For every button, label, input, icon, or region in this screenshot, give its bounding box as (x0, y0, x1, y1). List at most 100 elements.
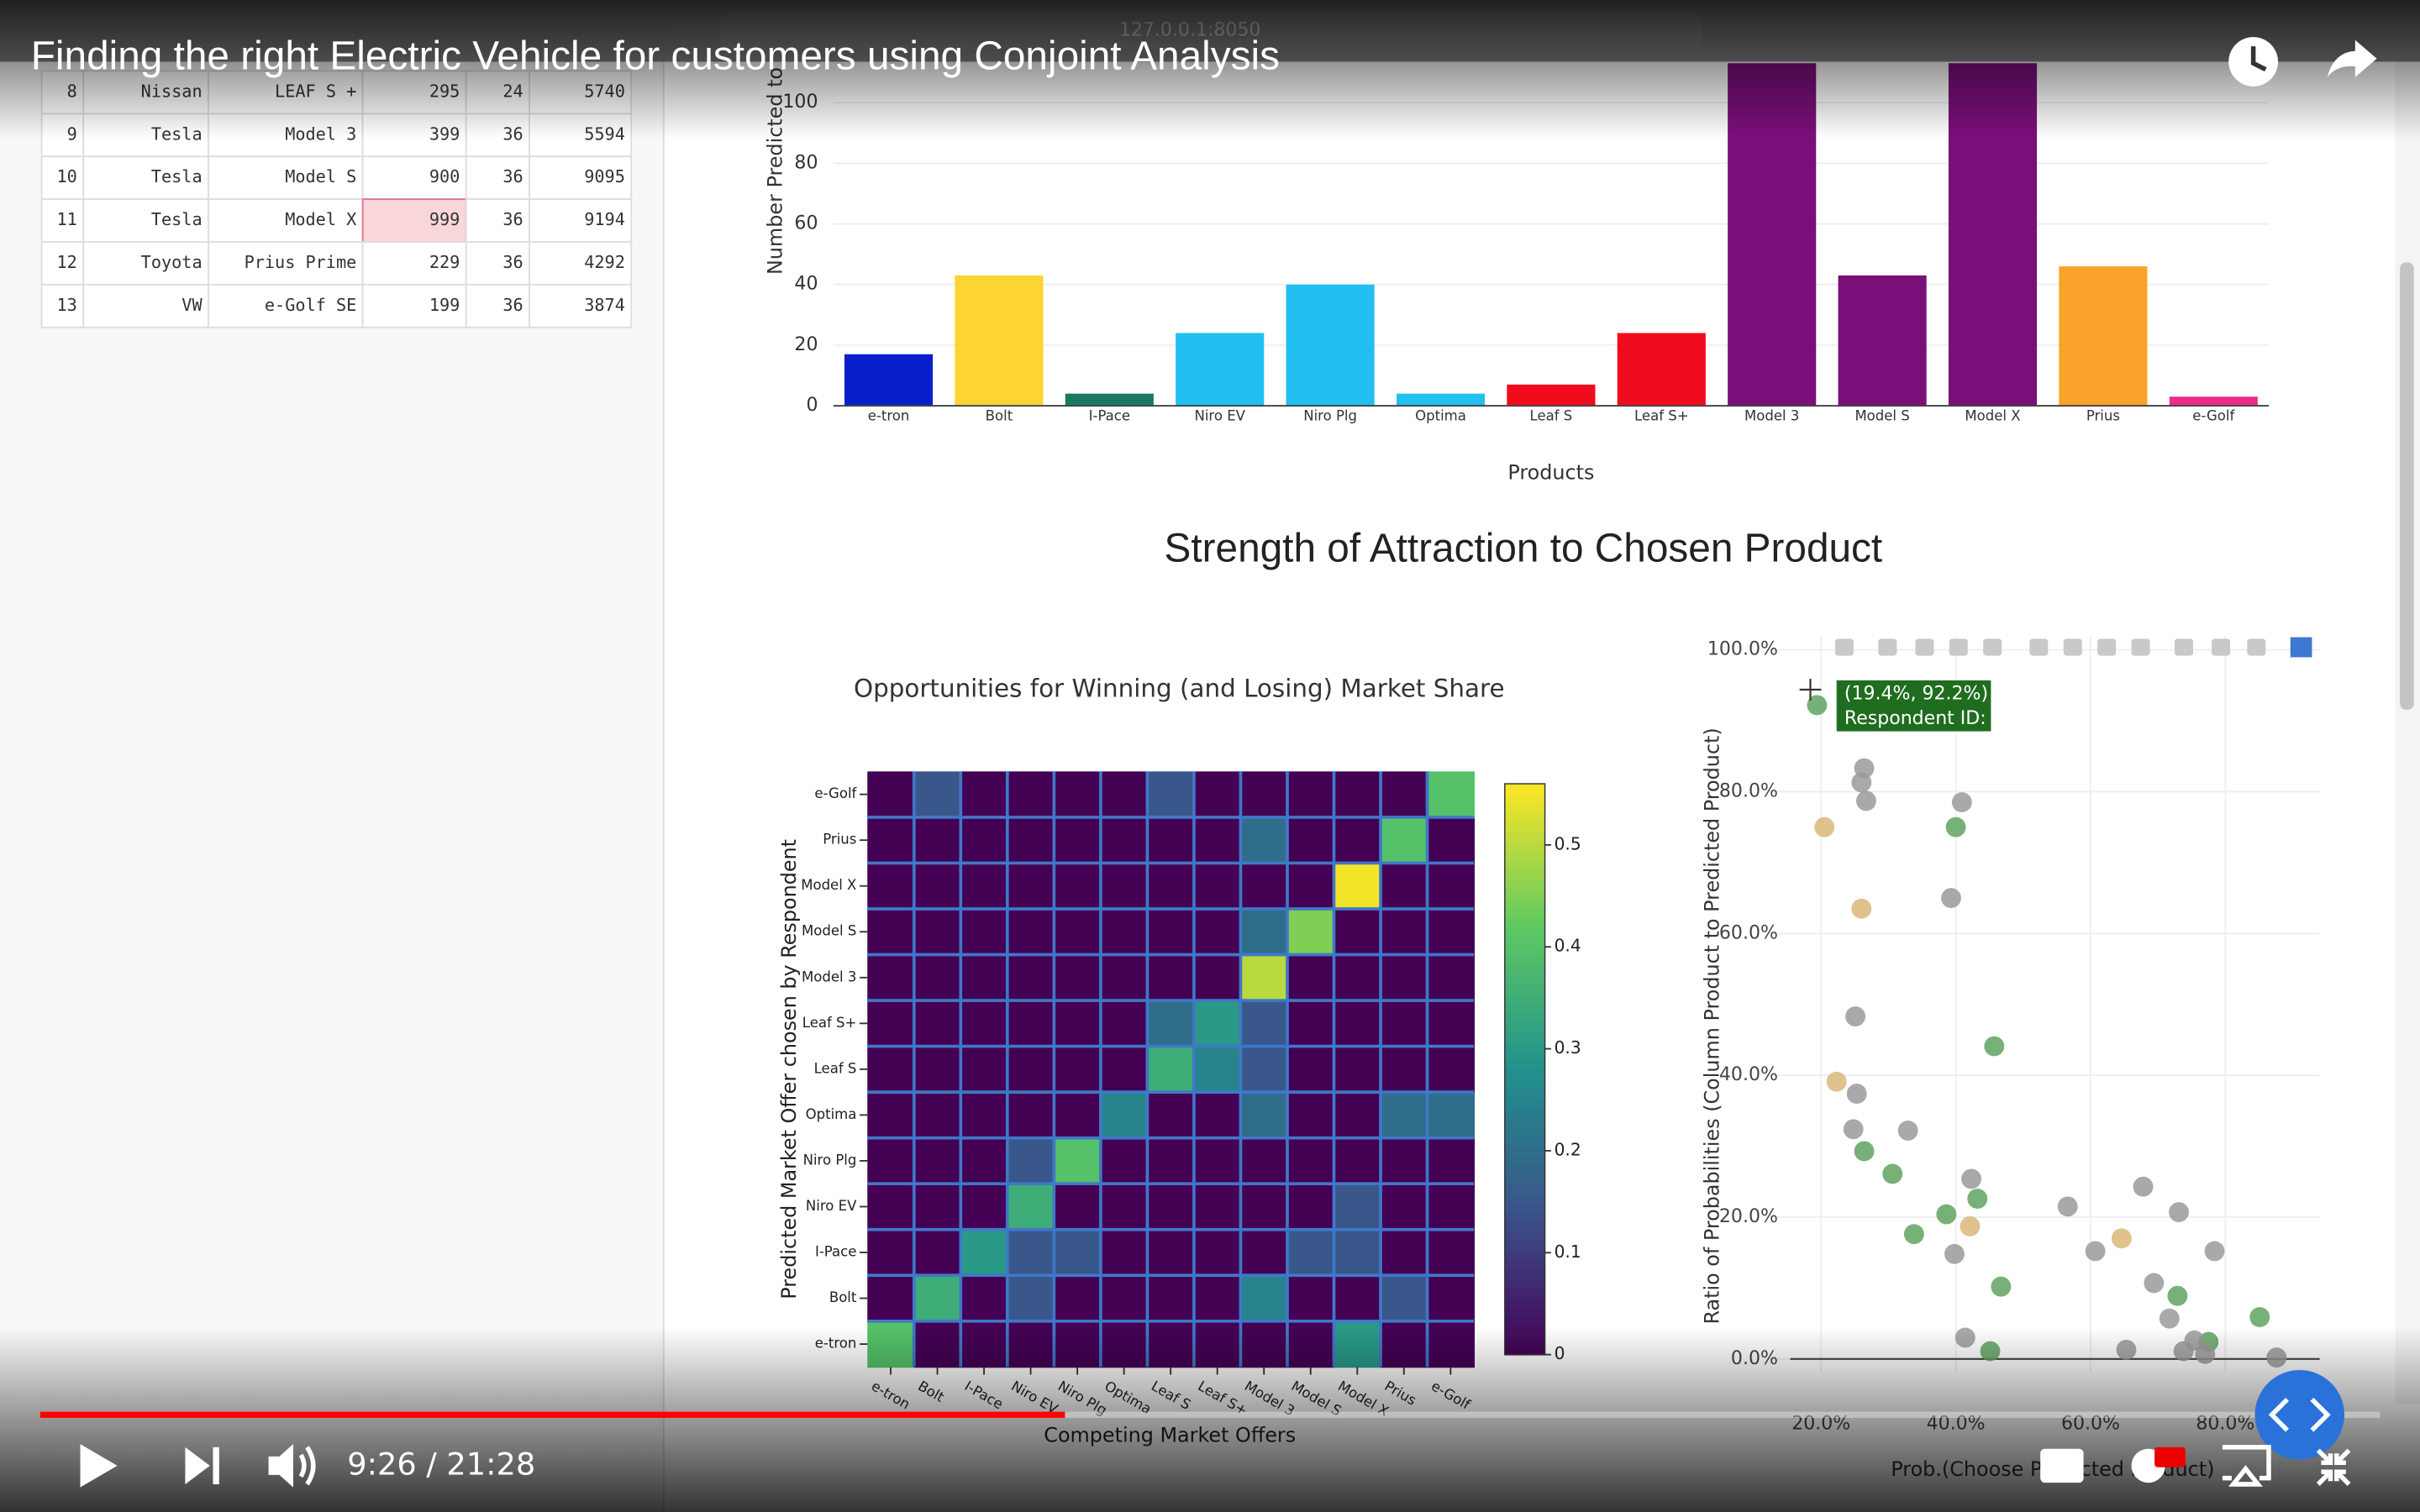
x-tick-label: I-Pace (1089, 407, 1130, 423)
table-cell (82, 283, 209, 328)
y-tick-label: 0 (806, 395, 818, 416)
heatmap-cell (1100, 771, 1149, 818)
scatter-point (1936, 1204, 1957, 1225)
modebar-button[interactable] (2174, 638, 2193, 656)
heatmap-cell (1240, 1046, 1288, 1094)
heatmap-cell (913, 1137, 962, 1185)
heatmap-cell (867, 908, 915, 956)
colorbar-band (1504, 1278, 1545, 1289)
bar (1286, 284, 1375, 407)
share-button[interactable] (2327, 39, 2377, 77)
scatter-point (1882, 1163, 1903, 1184)
heatmap-cell (1007, 816, 1055, 864)
scatter-point (1944, 1243, 1965, 1264)
modebar-button[interactable] (1915, 638, 1934, 656)
heatmap-cell (960, 863, 1008, 910)
heatmap-cell (1007, 1000, 1055, 1047)
heatmap-cell (1240, 1184, 1288, 1231)
heatmap-cell (1147, 863, 1195, 910)
next-button[interactable] (185, 1446, 219, 1484)
heatmap-cell (1100, 1229, 1149, 1277)
modebar-button[interactable] (2131, 638, 2150, 656)
heatmap-cell (1334, 1092, 1381, 1139)
y-tick-label: 60 (794, 213, 818, 234)
scatter-point (1967, 1189, 1988, 1209)
heatmap-cell (1381, 954, 1428, 1001)
y-tick-label: I-Pace (815, 1244, 856, 1260)
heatmap-cell (1054, 816, 1102, 864)
table-cell (40, 155, 85, 201)
modebar-button[interactable] (2247, 638, 2266, 656)
heatmap-cell (913, 1275, 962, 1322)
heatmap-cell (1381, 863, 1428, 910)
video-title[interactable]: Finding the right Electric Vehicle for c… (31, 34, 1280, 78)
airplay-button[interactable] (2222, 1445, 2271, 1487)
colorbar-band (1504, 1116, 1545, 1127)
colorbar-band (1504, 936, 1545, 947)
heatmap-cell (1240, 1275, 1288, 1322)
heatmap-cell (1427, 1137, 1475, 1185)
heatmap-cell (960, 1184, 1008, 1231)
heatmap-cell (960, 816, 1008, 864)
heatmap-cell (1147, 954, 1195, 1001)
cell-text: VW (182, 295, 203, 315)
heatmap-cell (1427, 908, 1475, 956)
modebar-button[interactable] (1949, 638, 1968, 656)
colorbar-band (1504, 1316, 1545, 1327)
modebar-button[interactable] (1878, 638, 1897, 656)
modebar-button[interactable] (2097, 638, 2117, 656)
progress-track[interactable] (39, 1411, 2381, 1418)
scatter-point (1851, 898, 1872, 919)
heatmap-cell (1054, 1229, 1102, 1277)
table-cell (208, 241, 364, 286)
watch-later-button[interactable] (2228, 37, 2279, 87)
play-button[interactable] (80, 1444, 118, 1488)
colorbar-band (1504, 1097, 1545, 1109)
y-tick-label: Leaf S (814, 1060, 857, 1076)
y-tick-label: 40 (794, 274, 818, 295)
scatter-point (2133, 1176, 2154, 1197)
colorbar-band (1504, 1011, 1545, 1023)
tooltip-id: Respondent ID: 6 (1844, 708, 2004, 729)
heatmap-cell (1334, 1275, 1381, 1322)
x-tick-label: Model S (1854, 407, 1909, 423)
cell-text: 4292 (584, 252, 625, 272)
heatmap-cell (867, 863, 915, 910)
modebar-button[interactable] (2063, 638, 2082, 656)
heatmap-cell (1427, 954, 1475, 1001)
modebar-button[interactable] (1983, 638, 2002, 656)
heatmap-cell (1007, 1229, 1055, 1277)
fullscreen-button[interactable] (2316, 1448, 2351, 1486)
colorbar-band (1504, 802, 1545, 813)
colorbar-band (1504, 1297, 1545, 1308)
cell-text: 229 (429, 252, 460, 272)
scrollbar-thumb[interactable] (2400, 262, 2414, 710)
table-cell (529, 241, 633, 286)
colorbar-band (1504, 926, 1545, 937)
cell-text: Model X (285, 209, 356, 229)
x-tick-label: e-tron (868, 407, 910, 423)
heatmap-cell (913, 816, 962, 864)
heatmap-cell (1100, 954, 1149, 1001)
scatter-point (2169, 1202, 2189, 1223)
overlay-button[interactable] (2254, 1370, 2344, 1460)
heatmap-cell (1007, 1275, 1055, 1322)
captions-button[interactable] (2040, 1448, 2084, 1483)
bar (1065, 393, 1154, 407)
modebar-button[interactable] (2029, 638, 2049, 656)
y-axis-label: Ratio of Probabilities (Column Product t… (1700, 727, 1723, 1324)
heatmap-cell (1427, 1275, 1475, 1322)
scatter-point (2111, 1228, 2132, 1249)
colorbar-band (1504, 993, 1545, 1004)
modebar-button[interactable] (2212, 638, 2231, 656)
modebar-button[interactable] (1834, 638, 1854, 656)
cell-text: e-Golf SE (265, 295, 356, 315)
heatmap-cell (1054, 1275, 1102, 1322)
y-tick-label: Niro Plg (803, 1152, 857, 1168)
volume-button[interactable] (268, 1444, 316, 1488)
colorbar-band (1504, 879, 1545, 890)
colorbar-band (1504, 1088, 1545, 1099)
heatmap-cell (960, 1137, 1008, 1185)
cell-text: 36 (502, 252, 523, 272)
